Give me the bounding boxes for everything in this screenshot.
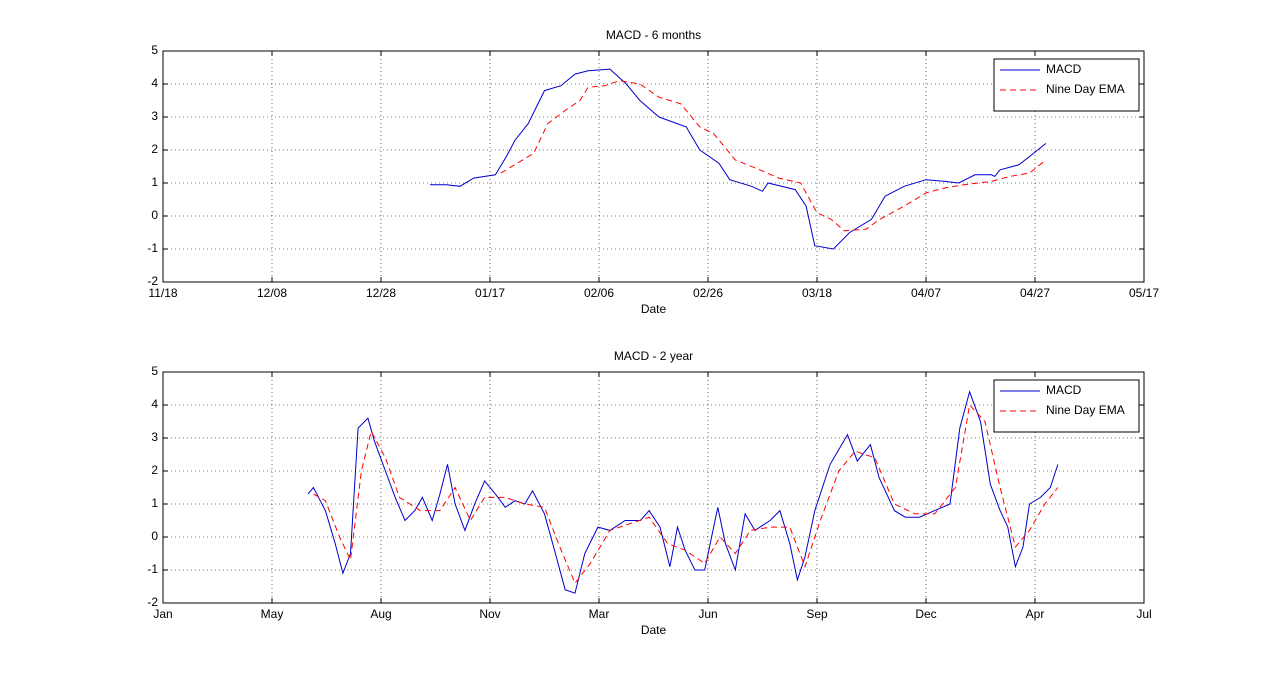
legend-label: Nine Day EMA xyxy=(1046,82,1125,96)
data-line xyxy=(430,68,1047,250)
y-tick-label: 1 xyxy=(151,496,158,510)
data-line xyxy=(307,390,1059,594)
x-tick-label: Sep xyxy=(806,607,828,621)
axes-box xyxy=(162,50,1145,283)
data-line xyxy=(500,80,1047,232)
y-tick-label: -1 xyxy=(147,241,158,255)
x-tick-label: 05/17 xyxy=(1129,286,1159,300)
chart-title: MACD - 2 year xyxy=(614,349,693,363)
x-tick-label: 01/17 xyxy=(475,286,505,300)
x-tick-label: 02/06 xyxy=(584,286,614,300)
x-tick-label: 04/27 xyxy=(1020,286,1050,300)
x-tick-label: Aug xyxy=(370,607,391,621)
y-tick-label: 0 xyxy=(151,208,158,222)
plot-area xyxy=(163,51,1144,282)
legend-label: MACD xyxy=(1046,383,1082,397)
axes-box xyxy=(162,371,1145,604)
chart-title: MACD - 6 months xyxy=(606,28,701,42)
y-tick-label: -2 xyxy=(147,274,158,288)
plot-area xyxy=(163,372,1144,603)
x-axis-label: Date xyxy=(641,623,667,637)
y-tick-label: 2 xyxy=(151,463,158,477)
data-line xyxy=(313,403,1059,585)
y-tick-label: 3 xyxy=(151,109,158,123)
y-tick-label: 1 xyxy=(151,175,158,189)
legend-label: MACD xyxy=(1046,62,1082,76)
x-tick-label: Apr xyxy=(1026,607,1045,621)
y-tick-label: 4 xyxy=(151,76,158,90)
x-tick-label: 12/28 xyxy=(366,286,396,300)
x-tick-label: Nov xyxy=(479,607,500,621)
x-tick-label: Jan xyxy=(153,607,172,621)
x-tick-label: May xyxy=(261,607,284,621)
y-tick-label: -2 xyxy=(147,595,158,609)
x-tick-label: Dec xyxy=(915,607,936,621)
x-tick-label: Jul xyxy=(1136,607,1151,621)
y-tick-label: 3 xyxy=(151,430,158,444)
x-axis-label: Date xyxy=(641,302,667,316)
y-tick-label: -1 xyxy=(147,562,158,576)
x-tick-label: 02/26 xyxy=(693,286,723,300)
y-tick-label: 2 xyxy=(151,142,158,156)
y-tick-label: 4 xyxy=(151,397,158,411)
y-tick-label: 5 xyxy=(151,364,158,378)
x-tick-label: 03/18 xyxy=(802,286,832,300)
legend-label: Nine Day EMA xyxy=(1046,403,1125,417)
x-tick-label: 12/08 xyxy=(257,286,287,300)
x-tick-label: 11/18 xyxy=(148,286,177,300)
x-tick-label: Mar xyxy=(589,607,610,621)
x-tick-label: Jun xyxy=(698,607,717,621)
y-tick-label: 5 xyxy=(151,43,158,57)
legend-box xyxy=(993,58,1140,112)
y-tick-label: 0 xyxy=(151,529,158,543)
x-tick-label: 04/07 xyxy=(911,286,941,300)
legend-box xyxy=(993,379,1140,433)
